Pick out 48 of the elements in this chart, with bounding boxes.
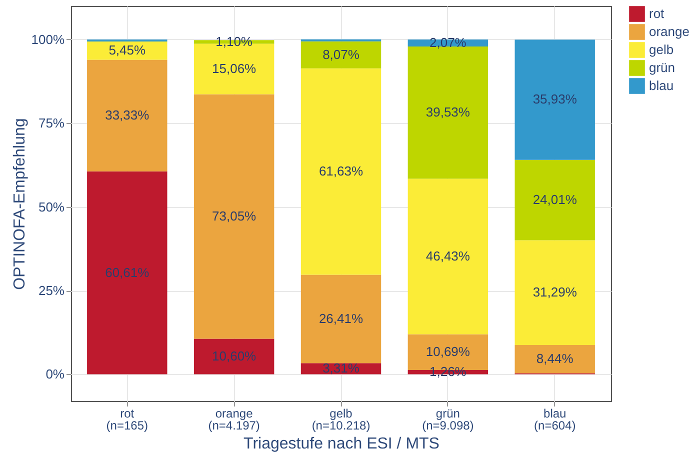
data-label: 33,33% (105, 108, 150, 123)
bar (514, 240, 595, 345)
bar (514, 40, 595, 160)
data-label: 26,41% (318, 310, 364, 326)
data-label: 31,29% (532, 284, 578, 300)
bar (87, 42, 168, 60)
legend-label: grün (649, 60, 676, 75)
data-label: 46,43% (426, 248, 470, 264)
data-label: 2,07% (429, 35, 467, 50)
bar (514, 344, 595, 374)
legend-label: rot (649, 6, 665, 21)
y-tick-label: 100% (31, 32, 65, 47)
data-label: 8,07% (322, 46, 360, 62)
data-label: 10,60% (212, 348, 257, 364)
data-label: 60,61% (105, 264, 150, 280)
bar (514, 160, 595, 240)
x-tick-label: blau (n=604) (534, 406, 576, 432)
legend-label: blau (649, 78, 674, 93)
bar (408, 178, 488, 334)
bar (194, 338, 274, 374)
y-axis-title: OPTINOFA-Empfehlung (11, 118, 28, 290)
data-label: 61,63% (318, 164, 364, 179)
bar (300, 68, 382, 275)
x-tick-label: grün (n=9.098) (422, 406, 474, 432)
data-label: 3,31% (322, 360, 360, 376)
bar (194, 94, 274, 339)
x-tick-label: orange (n=4.197) (208, 406, 260, 432)
y-tick-label: 0% (46, 366, 65, 382)
bar (300, 41, 382, 68)
y-tick-label: 75% (38, 116, 65, 131)
bar (87, 171, 168, 374)
data-label: 15,06% (212, 61, 257, 76)
x-axis-title: Triagestufe nach ESI / MTS (244, 436, 440, 452)
y-tick-label: 50% (38, 199, 65, 214)
x-tick-label: rot (n=165) (106, 406, 148, 432)
data-label: 39,53% (426, 104, 470, 120)
data-label: 73,05% (212, 208, 257, 224)
x-tick-label: gelb (n=10.218) (312, 406, 370, 432)
data-label: 8,44% (536, 351, 574, 366)
data-label: 5,45% (108, 42, 146, 58)
y-tick-label: 25% (38, 283, 65, 298)
bar (300, 274, 382, 364)
data-label: 10,69% (426, 344, 470, 360)
legend-label: orange (649, 24, 690, 39)
bar (87, 60, 168, 172)
legend-label: gelb (649, 42, 674, 57)
data-label: 24,01% (532, 192, 578, 208)
data-label: 35,93% (532, 92, 578, 107)
